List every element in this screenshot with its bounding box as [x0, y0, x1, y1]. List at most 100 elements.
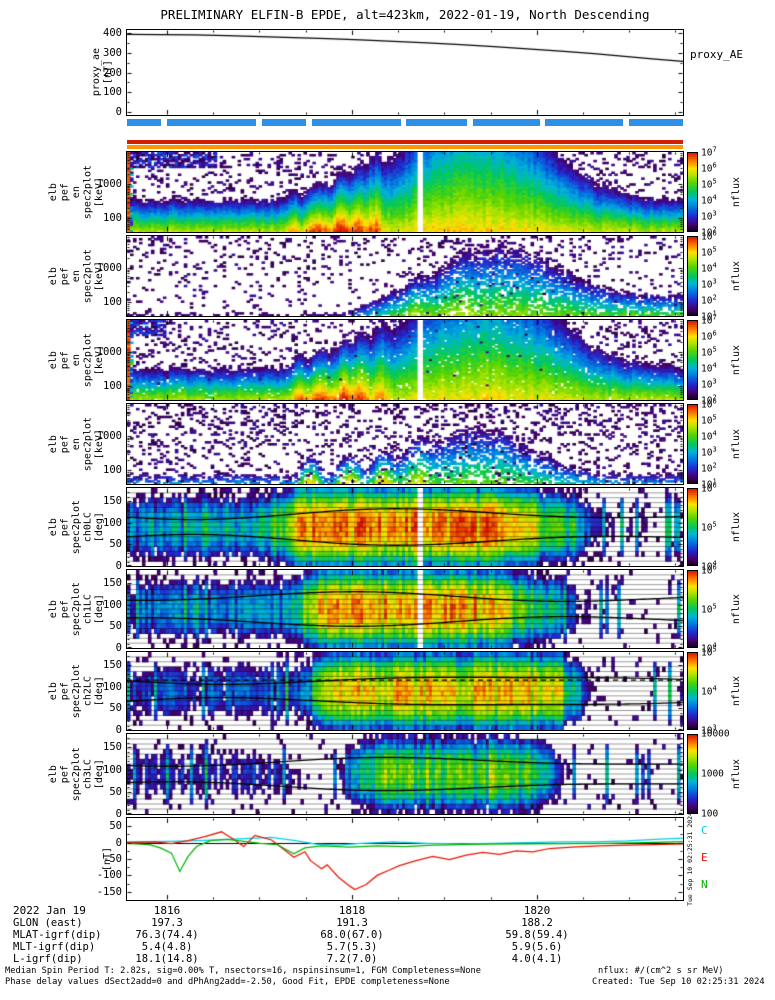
spectrogram-canvas-pa_spec_ch1LC: [127, 570, 683, 648]
colorbar-title-wrap: nflux: [729, 236, 745, 316]
colorbar-exponent: 4: [712, 559, 717, 568]
colorbar-exponent: 5: [712, 413, 717, 422]
colorbar-title: nflux: [731, 758, 743, 790]
colorbar-exponent: 5: [712, 245, 717, 254]
spectrogram-canvas-en_spec_p1: [127, 152, 683, 232]
colorbar-tick-label: 105: [701, 645, 717, 659]
colorbar-title-wrap: nflux: [729, 734, 745, 814]
y-axis-tick-label: 50: [109, 620, 122, 633]
panel-pa_spec_ch2LC: [126, 651, 684, 731]
panel-ylabel: elb pef en spec2plot [keV]: [48, 416, 106, 472]
panel-ylabel-wrap: elb pef en spec2plot [keV]: [46, 152, 108, 232]
info-value-mlt-2: 5.9(5.6): [511, 941, 563, 953]
colorbar-exponent: 7: [712, 313, 717, 322]
y-axis-tick-label: -150: [96, 885, 122, 898]
y-axis-tick-label: 300: [103, 46, 122, 59]
panel-ylabel: [nT]: [102, 846, 114, 872]
panel-en_spec_p3: [126, 319, 684, 401]
info-label-lshell: L-igrf(dip): [13, 953, 83, 965]
y-axis-tick-label: 100: [103, 680, 122, 693]
colorbar-exponent: 3: [712, 209, 717, 218]
proxy-ae-right-label: proxy_AE: [690, 48, 743, 61]
colorbar-exponent: 2: [712, 293, 717, 302]
info-value-mlt-1: 5.7(5.3): [326, 941, 378, 953]
y-axis-tick-label: 100: [103, 763, 122, 776]
y-axis-tick-label: 1000: [96, 178, 122, 190]
colorbar-tick-label: 102: [701, 461, 717, 475]
panel-ylabel-wrap: [nT]: [96, 818, 120, 900]
colorbar-en_spec_p3: [687, 320, 698, 400]
colorbar-pa_spec_ch0LC: [687, 488, 698, 566]
colorbar-tick-label: 105: [701, 245, 717, 259]
availability-bar-segment: [167, 119, 256, 126]
colorbar-tick-label: 106: [701, 481, 717, 495]
colorbar-tick-label: 10000: [701, 728, 730, 740]
info-label-glon: GLON (east): [13, 917, 83, 929]
info-value-glon-2: 188.2: [521, 917, 553, 929]
colorbar-title-wrap: nflux: [729, 488, 745, 566]
panel-ylabel-wrap: elb pef en spec2plot [keV]: [46, 236, 108, 316]
colorbar-pa_spec_ch3LC: [687, 734, 698, 814]
y-axis-tick-label: 100: [103, 380, 122, 393]
colorbar-exponent: 4: [712, 684, 717, 693]
colorbar-tick-label: 101: [701, 309, 717, 323]
y-axis-tick-label: 0: [115, 106, 122, 119]
panel-pa_spec_ch1LC: [126, 569, 684, 649]
colorbar-title-wrap: nflux: [729, 570, 745, 648]
info-value-lshell-0: 18.1(14.8): [135, 953, 199, 965]
trace-legend-E: E: [701, 851, 708, 864]
panel-ylabel-wrap: elb pef spec2plot ch3LC [deg]: [46, 734, 108, 814]
footer-line-2: Phase delay values dSect2add=0 and dPhAn…: [5, 977, 450, 987]
colorbar-exponent: 2: [712, 225, 717, 234]
colorbar-tick-label: 104: [701, 193, 717, 207]
colorbar-exponent: 6: [712, 229, 717, 238]
availability-bar-segment: [628, 119, 683, 126]
colorbar-exponent: 5: [712, 520, 717, 529]
colorbar-exponent: 3: [712, 723, 717, 732]
time-tick-label-1820: 1820: [523, 904, 551, 917]
colorbar-exponent: 2: [712, 461, 717, 470]
y-axis-tick-label: 50: [109, 702, 122, 715]
colorbar-exponent: 6: [712, 563, 717, 572]
colorbar-title: nflux: [731, 593, 743, 625]
info-value-glon-0: 197.3: [151, 917, 183, 929]
plot-title: PRELIMINARY ELFIN-B EPDE, alt=423km, 202…: [160, 7, 650, 22]
y-axis-tick-label: 1000: [96, 346, 122, 358]
availability-bar-segment: [311, 119, 401, 126]
availability-bar-segment: [472, 119, 540, 126]
y-axis-tick-label: 100: [103, 516, 122, 529]
colorbar-tick-label: 106: [701, 397, 717, 411]
footer-line-1: Median Spin Period T: 2.82s, sig=0.00% T…: [5, 966, 481, 976]
panel-ylabel: elb pef en spec2plot [keV]: [48, 332, 106, 388]
colorbar-tick-label: 103: [701, 377, 717, 391]
colorbar-exponent: 6: [712, 397, 717, 406]
colorbar-tick-label: 104: [701, 559, 717, 573]
y-axis-tick-label: 100: [103, 86, 122, 99]
colorbar-tick-label: 100: [701, 808, 719, 820]
data-availability-bar: [127, 119, 683, 126]
info-value-mlat-2: 59.8(59.4): [505, 929, 569, 941]
panel-ylabel: elb pef spec2plot ch0LC [deg]: [48, 499, 106, 555]
colorbar-tick-label: 105: [701, 602, 717, 616]
colorbar-title: nflux: [731, 176, 743, 208]
colorbar-tick-label: 105: [701, 345, 717, 359]
y-axis-tick-label: 400: [103, 26, 122, 39]
colorbar-tick-label: 107: [701, 145, 717, 159]
info-label-mlat: MLAT-igrf(dip): [13, 929, 102, 941]
panel-ylabel-wrap: elb pef en spec2plot [keV]: [46, 320, 108, 400]
colorbar-tick-label: 103: [701, 445, 717, 459]
colorbar-en_spec_p1: [687, 152, 698, 232]
y-axis-tick-label: 100: [103, 212, 122, 225]
panel-fgm_cen: [126, 817, 684, 901]
colorbar-tick-label: 106: [701, 329, 717, 343]
colorbar-exponent: 5: [712, 345, 717, 354]
y-axis-tick-label: 0: [115, 836, 122, 849]
colorbar-title: nflux: [731, 511, 743, 543]
panel-pa_spec_ch0LC: [126, 487, 684, 567]
colorbar-title-wrap: nflux: [729, 404, 745, 484]
colorbar-tick-label: 106: [701, 563, 717, 577]
panel-pa_spec_ch3LC: [126, 733, 684, 815]
colorbar-title-wrap: nflux: [729, 320, 745, 400]
colorbar-exponent: 1: [712, 309, 717, 318]
colorbar-tick-label: 107: [701, 313, 717, 327]
